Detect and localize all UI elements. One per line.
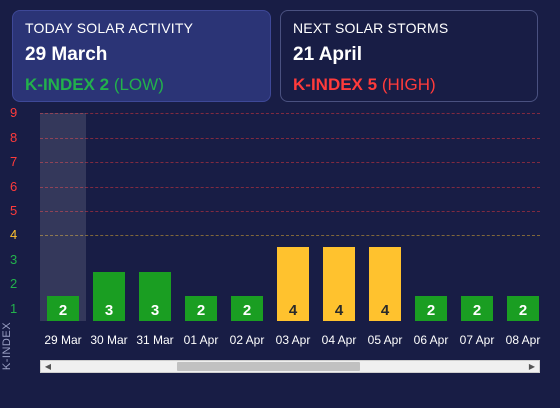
k-index-bar[interactable]: 2 [185, 296, 217, 321]
k-index-bar[interactable]: 2 [415, 296, 447, 321]
x-tick-label: 30 Mar [90, 333, 128, 347]
y-tick-label: 3 [10, 251, 18, 267]
next-storm-date: 21 April [293, 44, 362, 65]
y-tick-label: 4 [10, 227, 18, 243]
k-index-bar[interactable]: 2 [461, 296, 493, 321]
bar-value-label: 2 [58, 301, 68, 319]
gridline [40, 235, 540, 237]
bar-value-label: 2 [242, 301, 252, 319]
x-tick-label: 01 Apr [183, 333, 219, 347]
x-tick-label: 02 Apr [229, 333, 265, 347]
x-tick-label: 04 Apr [321, 333, 357, 347]
k-index-bar[interactable]: 4 [369, 247, 401, 321]
today-k-index-level: (LOW) [113, 75, 164, 94]
gridline [40, 137, 540, 139]
bar-value-label: 4 [334, 301, 344, 319]
gridline [40, 211, 540, 212]
next-k-index-level: (HIGH) [381, 75, 436, 94]
bar-value-label: 3 [104, 301, 114, 319]
next-k-index-value: K-INDEX 5 [293, 75, 378, 94]
scroll-left-arrow[interactable]: ◀ [44, 362, 52, 371]
today-activity-label: TODAY SOLAR ACTIVITY [25, 20, 194, 36]
gridline [40, 113, 540, 115]
k-index-bar[interactable]: 4 [323, 247, 355, 321]
next-k-index: K-INDEX 5 (HIGH) [293, 75, 525, 95]
x-tick-label: 06 Apr [413, 333, 449, 347]
y-tick-label: 8 [10, 129, 18, 145]
x-tick-label: 31 Mar [136, 333, 174, 347]
x-tick-label: 29 Mar [44, 333, 82, 347]
y-tick-label: 6 [10, 178, 18, 194]
k-index-bar[interactable]: 3 [93, 271, 125, 321]
bar-value-label: 3 [150, 301, 160, 319]
today-date: 29 March [25, 44, 108, 65]
bar-value-label: 2 [196, 301, 206, 319]
x-tick-label: 07 Apr [459, 333, 495, 347]
today-activity-card: TODAY SOLAR ACTIVITY 29 March K-INDEX 2 … [12, 10, 271, 102]
y-tick-label: 1 [10, 300, 18, 316]
x-tick-label: 03 Apr [275, 333, 311, 347]
y-tick-label: 2 [10, 276, 18, 292]
scroll-thumb[interactable] [177, 362, 360, 371]
bar-value-label: 4 [288, 301, 298, 319]
y-axis-label-text: K-INDEX [1, 321, 13, 371]
next-storms-label: NEXT SOLAR STORMS [293, 20, 449, 36]
scroll-right-arrow[interactable]: ▶ [528, 362, 536, 371]
today-k-index-value: K-INDEX 2 [25, 75, 110, 94]
bar-value-label: 4 [380, 301, 390, 319]
x-tick-label: 08 Apr [505, 333, 541, 347]
next-storms-card: NEXT SOLAR STORMS 21 April K-INDEX 5 (HI… [280, 10, 538, 102]
y-tick-label: 5 [10, 203, 18, 218]
k-index-bar[interactable]: 4 [277, 247, 309, 321]
bar-value-label: 2 [472, 301, 482, 319]
y-tick-label: 9 [10, 105, 18, 121]
x-tick-label: 05 Apr [367, 333, 403, 347]
today-k-index: K-INDEX 2 (LOW) [25, 75, 258, 95]
gridline [40, 186, 540, 188]
bar-value-label: 2 [426, 301, 436, 319]
k-index-bar[interactable]: 2 [47, 296, 79, 321]
current-day-highlight [40, 113, 86, 321]
y-tick-label: 7 [10, 154, 18, 170]
gridline [40, 162, 540, 164]
bar-value-label: 2 [518, 301, 528, 319]
k-index-bar[interactable]: 3 [139, 271, 171, 321]
chart-scrollbar[interactable]: ◀ ▶ [40, 360, 540, 373]
k-index-bar[interactable]: 2 [231, 296, 263, 321]
k-index-bar[interactable]: 2 [507, 296, 539, 321]
